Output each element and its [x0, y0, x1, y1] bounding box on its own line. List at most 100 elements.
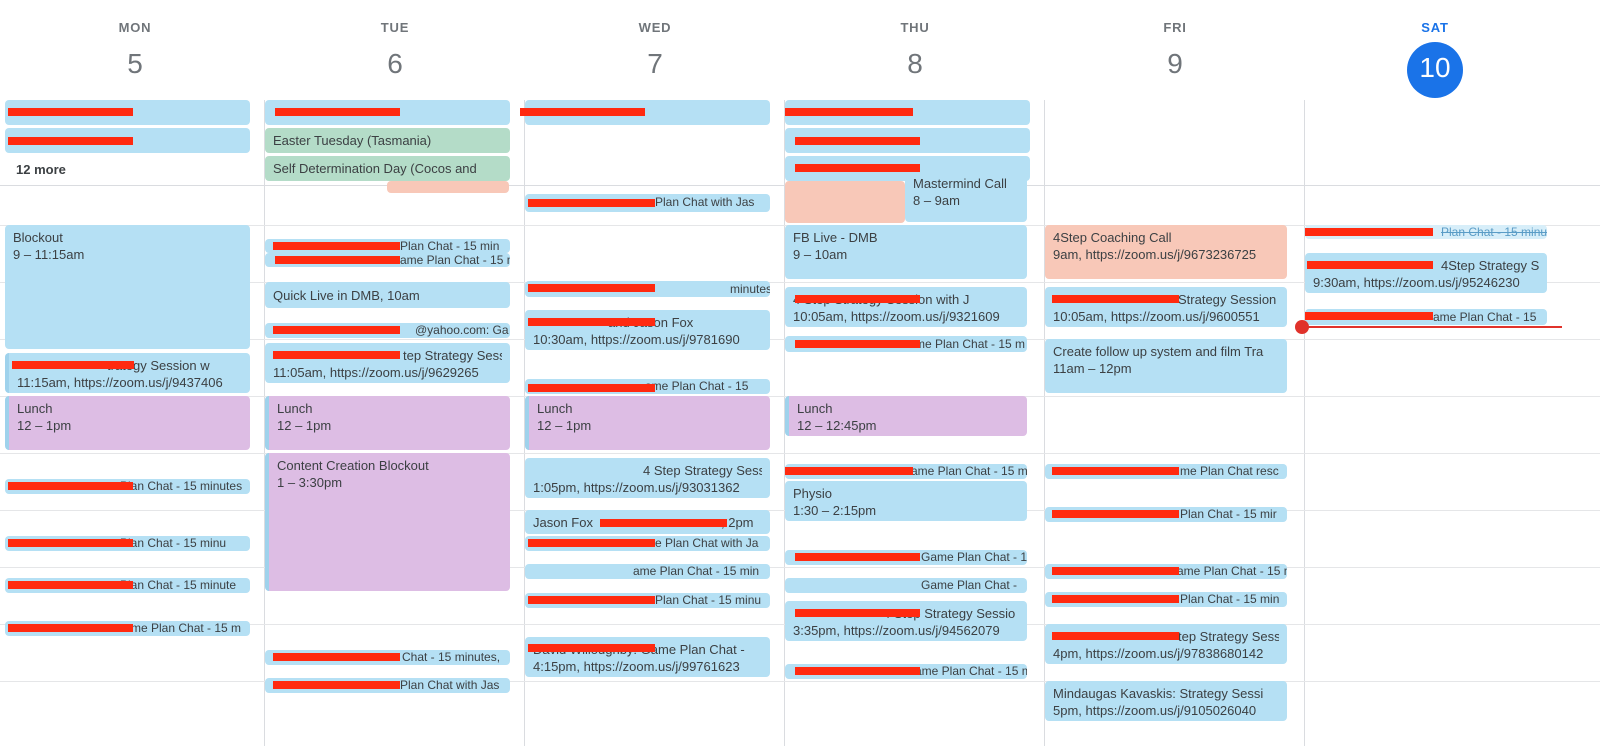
event-time: 1:30 – 2:15pm	[793, 503, 877, 518]
calendar-event[interactable]: 4 Step Strategy Sessio 3:35pm, https://z…	[785, 601, 1027, 641]
lunch-event[interactable]: Lunch 12 – 1pm	[525, 396, 770, 450]
calendar-event[interactable]: Create follow up system and film Tra 11a…	[1045, 339, 1287, 393]
event-time: , 2pm	[720, 515, 754, 530]
calendar-event[interactable]: 4 Step Strategy Session with J 10:05am, …	[785, 287, 1027, 327]
redaction-mark	[1052, 595, 1179, 603]
event-title: @yahoo.com: Ga	[415, 323, 509, 337]
day-header-tue[interactable]: TUE 6	[265, 0, 525, 100]
event-title: ame Plan Chat - 15	[645, 379, 749, 393]
day-number[interactable]: 7	[647, 48, 663, 79]
calendar-event[interactable]: ame Plan Chat - 15 min	[525, 564, 770, 579]
redaction-mark	[273, 681, 400, 689]
redaction-mark	[273, 242, 400, 250]
day-header-fri[interactable]: FRI 9	[1045, 0, 1305, 100]
calendar-event[interactable]: Game Plan Chat -	[785, 578, 1027, 593]
holiday-event[interactable]: Self Determination Day (Cocos and	[265, 156, 510, 181]
column-divider	[264, 100, 265, 746]
redaction-mark	[273, 351, 400, 359]
event-title: Lunch	[277, 401, 313, 416]
redaction-mark	[795, 295, 920, 303]
event-title: ame Plan Chat - 15 min	[633, 564, 760, 578]
redaction-mark	[785, 467, 913, 475]
event-time: 12 – 12:45pm	[797, 418, 877, 433]
day-number[interactable]: 9	[1167, 48, 1183, 79]
event-title: ame Plan Chat - 15 mi	[915, 664, 1027, 678]
redaction-mark	[1052, 632, 1179, 640]
calendar-event[interactable]: tep Strategy Sessi 11:05am, https://zoom…	[265, 343, 510, 383]
event-time: 8 – 9am	[913, 193, 960, 208]
event-title: Plan Chat - 15 minutes	[120, 479, 243, 493]
calendar-event[interactable]: 4Step Strategy Se 9:30am, https://zoom.u…	[1305, 253, 1547, 293]
redaction-mark	[1052, 295, 1179, 303]
event-title: tep Strategy Sessi	[1178, 629, 1279, 644]
event-title: me Plan Chat resc	[1180, 464, 1279, 478]
calendar-event[interactable]: Blockout 9 – 11:15am	[5, 225, 250, 349]
day-name: MON	[118, 20, 152, 35]
event-time: 11:05am, https://zoom.us/j/9629265	[273, 365, 479, 380]
event-title-text: Jason Fox	[533, 515, 593, 530]
holiday-event[interactable]: Easter Tuesday (Tasmania)	[265, 128, 510, 153]
redaction-mark	[795, 609, 920, 617]
calendar-event[interactable]: trategy Session w 11:15am, https://zoom.…	[5, 353, 250, 393]
redaction-mark	[795, 340, 920, 348]
event-title: ame Plan Chat - 15	[1433, 310, 1537, 324]
calendar-event[interactable]: Mindaugas Kavaskis: Strategy Sessi 5pm, …	[1045, 681, 1287, 721]
redaction-mark	[795, 137, 920, 145]
event-time: 12 – 1pm	[277, 418, 332, 433]
calendar-event[interactable]: 4Step Coaching Call 9am, https://zoom.us…	[1045, 225, 1287, 279]
event-time: 10:30am, https://zoom.us/j/9781690	[533, 332, 740, 347]
event-title: Plan Chat - 15 minu	[120, 536, 227, 550]
calendar-event[interactable]: 4 Step Strategy Sessi 1:05pm, https://zo…	[525, 458, 770, 498]
event-title: Lunch	[797, 401, 833, 416]
redaction-mark	[1052, 467, 1179, 475]
lunch-event[interactable]: Lunch 12 – 12:45pm	[785, 396, 1027, 436]
redaction-mark	[520, 108, 645, 116]
current-time-line	[1302, 326, 1562, 328]
day-number[interactable]: 8	[907, 48, 923, 79]
redaction-mark	[1307, 261, 1433, 269]
day-number[interactable]: 10	[1419, 52, 1451, 83]
calendar-event[interactable]: Physio 1:30 – 2:15pm	[785, 481, 1027, 521]
day-header-sat[interactable]: SAT 10	[1305, 0, 1565, 100]
event-title: Plan Chat - 15 minute	[120, 578, 237, 592]
redaction-mark	[795, 164, 920, 172]
redaction-mark	[275, 256, 400, 264]
calendar-event[interactable]	[387, 181, 509, 193]
redaction-mark	[8, 482, 133, 490]
lunch-event[interactable]: Lunch 12 – 1pm	[5, 396, 250, 450]
day-name: FRI	[1163, 20, 1187, 35]
calendar-event[interactable]: Quick Live in DMB, 10am	[265, 282, 510, 308]
more-events-link[interactable]: 12 more	[16, 162, 66, 177]
event-title: Game Plan Chat -	[921, 578, 1018, 592]
calendar-event[interactable]: Strategy Session w 10:05am, https://zoom…	[1045, 287, 1287, 327]
day-name: SAT	[1421, 20, 1449, 35]
event-title: Plan Chat - 15 min	[400, 239, 500, 253]
day-header-thu[interactable]: THU 8	[785, 0, 1045, 100]
redaction-mark	[12, 361, 134, 369]
lunch-event[interactable]: Lunch 12 – 1pm	[265, 396, 510, 450]
day-header-mon[interactable]: MON 5	[5, 0, 265, 100]
event-title: Self Determination Day (Cocos and	[273, 161, 477, 176]
event-title: ame Plan Chat - 15 m	[1177, 564, 1287, 578]
calendar-event[interactable]: tep Strategy Sessi 4pm, https://zoom.us/…	[1045, 624, 1287, 664]
event-time: 1 – 3:30pm	[277, 475, 343, 490]
column-divider	[1044, 100, 1045, 746]
calendar-event[interactable]: FB Live - DMB 9 – 10am	[785, 225, 1027, 279]
event-time: 1:05pm, https://zoom.us/j/93031362	[533, 480, 740, 495]
day-header-wed[interactable]: WED 7	[525, 0, 785, 100]
calendar-event[interactable]: and Jason Fox 10:30am, https://zoom.us/j…	[525, 310, 770, 350]
redaction-mark	[273, 653, 400, 661]
hour-line	[0, 567, 1600, 568]
calendar-event[interactable]	[785, 181, 905, 223]
event-title: Plan Chat with Jas	[400, 678, 500, 692]
event-title: Quick Live in DMB, 10am	[273, 287, 502, 304]
redaction-mark	[795, 667, 920, 675]
day-number[interactable]: 6	[387, 48, 403, 79]
day-number[interactable]: 5	[127, 48, 143, 79]
calendar-event[interactable]: Content Creation Blockout 1 – 3:30pm	[265, 453, 510, 591]
calendar-event[interactable]: David Willoughby: Game Plan Chat - 4:15p…	[525, 637, 770, 677]
column-divider	[524, 100, 525, 746]
event-time: 9 – 10am	[793, 247, 848, 262]
redaction-mark	[795, 553, 920, 561]
calendar-event[interactable]: Mastermind Call 8 – 9am	[905, 172, 1027, 222]
